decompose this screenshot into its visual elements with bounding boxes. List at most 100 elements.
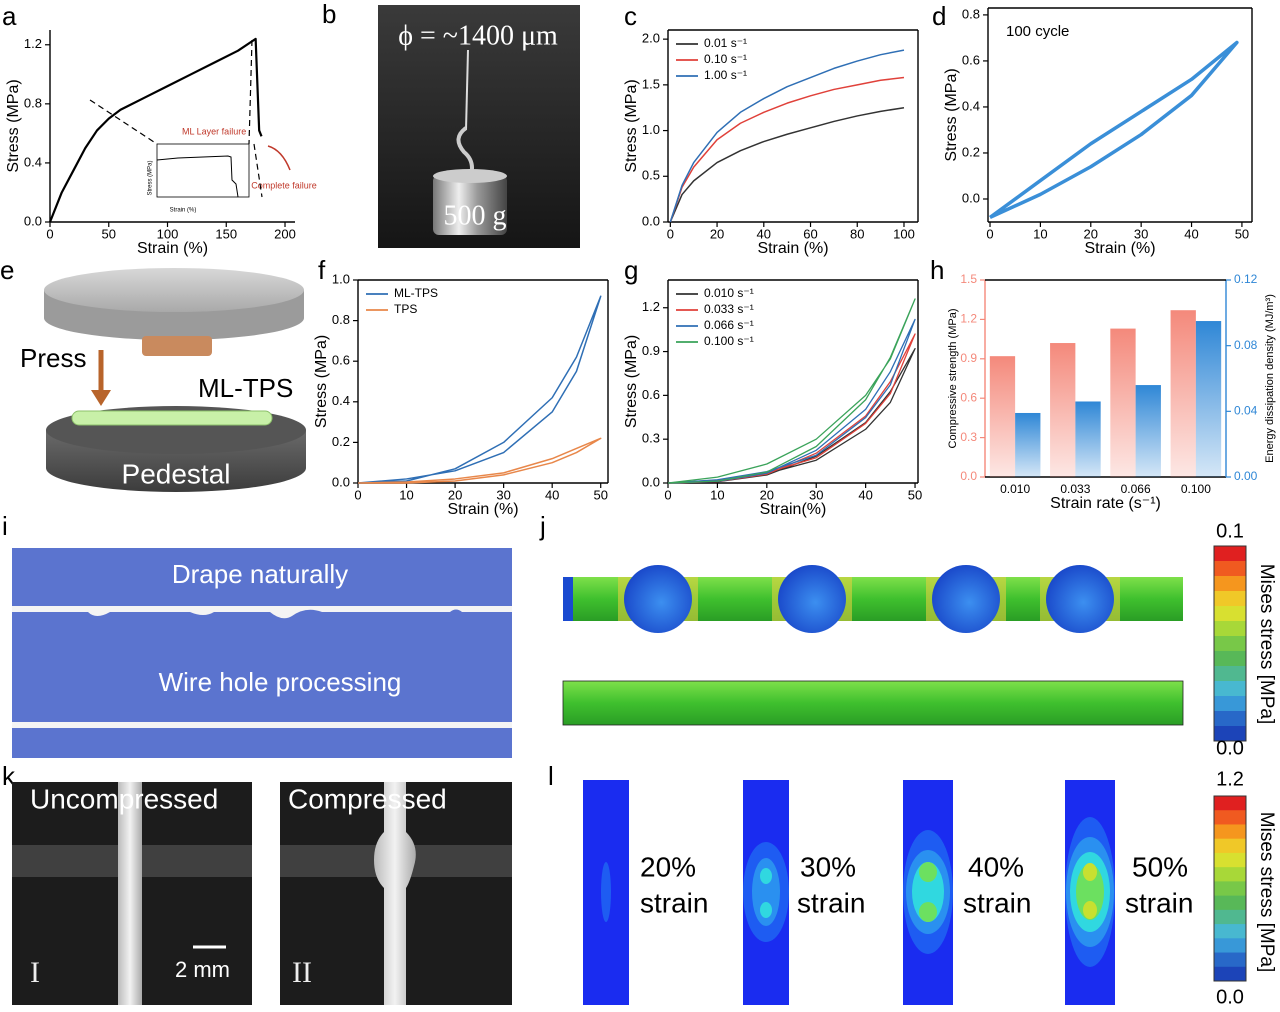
colorbar-step [1214, 621, 1246, 637]
colorbar-step [1214, 938, 1246, 954]
bar [1170, 310, 1196, 477]
panel-label: f [318, 255, 326, 285]
y-tick-label: 0.0 [24, 213, 42, 228]
label: 40% [968, 851, 1024, 882]
label: II [292, 956, 312, 989]
strand [12, 722, 512, 728]
annotation: 100 cycle [1006, 23, 1069, 40]
y-tick-label: 1.2 [24, 36, 42, 51]
wire [465, 49, 469, 131]
y-tick-label: 0.8 [332, 312, 350, 327]
label: Drape naturally [172, 559, 348, 589]
x-tick-label: 0.033 [1060, 482, 1090, 496]
fiber [118, 782, 142, 1005]
inset-line [156, 155, 239, 198]
colorbar-step [1214, 824, 1246, 840]
x-tick-label: 50 [593, 487, 607, 502]
colorbar-step [1214, 952, 1246, 968]
colorbar-label: 1.2 [1216, 768, 1244, 790]
x-tick-label: 50 [1235, 226, 1249, 241]
label: ML-TPS [198, 373, 293, 403]
bar [1050, 343, 1076, 477]
y-tick-label: 0.6 [962, 52, 980, 67]
line [988, 40, 1239, 219]
colorbar-step [1214, 966, 1246, 982]
x-tick-label: 50 [102, 226, 116, 241]
x-axis-label: Strain(%) [760, 501, 827, 518]
legend-label: 0.01 s⁻¹ [704, 36, 747, 50]
x-tick-label: 30 [1134, 226, 1148, 241]
x-tick-label: 20 [760, 487, 774, 502]
x-tick-label: 10 [1033, 226, 1047, 241]
label: Pedestal [122, 458, 231, 489]
label: Uncompressed [30, 783, 218, 814]
bar [1135, 385, 1161, 477]
beads [618, 565, 1120, 633]
label: 50% [1132, 851, 1188, 882]
colorbar-step [1214, 591, 1246, 607]
indenter [142, 336, 212, 356]
x-tick-label: 0 [354, 487, 361, 502]
panel-label: b [322, 0, 336, 29]
x-tick-label: 100 [893, 226, 915, 241]
press-plate-top [44, 268, 304, 312]
panel-label: g [624, 255, 638, 285]
simulations [583, 780, 1115, 1005]
colorbar-step [1214, 711, 1246, 727]
legend-label: 0.033 s⁻¹ [704, 302, 754, 316]
y-tick-label: 0.3 [642, 431, 660, 446]
line [669, 49, 905, 223]
y-tick-label: 0.6 [332, 353, 350, 368]
x-tick-label: 20 [710, 226, 724, 241]
y-tick-label: 0.4 [24, 154, 42, 169]
colorbar-step [1214, 606, 1246, 622]
label: 20% [640, 851, 696, 882]
tube [562, 680, 1184, 726]
colorbar-step [1214, 666, 1246, 682]
x-axis-label: Strain (%) [1084, 240, 1155, 257]
weight [433, 175, 507, 235]
x-axis-label: Strain (%) [447, 501, 518, 518]
y-tick-label: 0.2 [962, 144, 980, 159]
arrow [267, 145, 291, 171]
y-tick-label: 0.6 [960, 390, 977, 404]
y2-tick-label: 0.04 [1234, 404, 1258, 418]
line [667, 333, 916, 484]
y2-tick-label: 0.08 [1234, 338, 1258, 352]
y-tick-label: 1.5 [960, 272, 977, 286]
x-tick-label: 40 [545, 487, 559, 502]
x-tick-label: 40 [757, 226, 771, 241]
y-tick-label: 1.5 [642, 76, 660, 91]
legend-label: TPS [394, 302, 417, 316]
colorbar-label: 0.0 [1216, 737, 1244, 759]
panel-label: i [2, 511, 8, 541]
y2-axis-label: Energy dissipation density (MJ/m³) [1264, 294, 1276, 463]
colorbar [1213, 545, 1247, 742]
bar [1110, 328, 1136, 477]
x-tick-label: 80 [850, 226, 864, 241]
colorbar-step [1214, 867, 1246, 882]
x-tick-label: 40 [1184, 226, 1198, 241]
label: Press [20, 343, 86, 373]
y-tick-label: 0.2 [332, 434, 350, 449]
x-axis-label: Strain rate (s⁻¹) [1050, 495, 1161, 512]
legend-label: ML-TPS [394, 286, 438, 300]
y-axis-label: Stress (MPa) [623, 79, 640, 172]
legend-label: 0.010 s⁻¹ [704, 286, 754, 300]
line [48, 37, 263, 223]
y-tick-label: 0.0 [332, 474, 350, 489]
y-tick-label: 0.0 [960, 469, 977, 483]
y-tick-label: 1.0 [332, 271, 350, 286]
colorbar-frame [1213, 545, 1247, 742]
line [669, 76, 905, 223]
y-axis-label: Stress (MPa) [313, 335, 330, 428]
panel-label: d [932, 1, 946, 31]
y-axis-label: Stress (MPa) [943, 68, 960, 161]
colorbar-step [1214, 576, 1246, 592]
colorbar-step [1214, 924, 1246, 939]
x-tick-label: 50 [908, 487, 922, 502]
y-axis-label: Stress (MPa) [623, 335, 640, 428]
colorbar-step [1214, 881, 1246, 897]
